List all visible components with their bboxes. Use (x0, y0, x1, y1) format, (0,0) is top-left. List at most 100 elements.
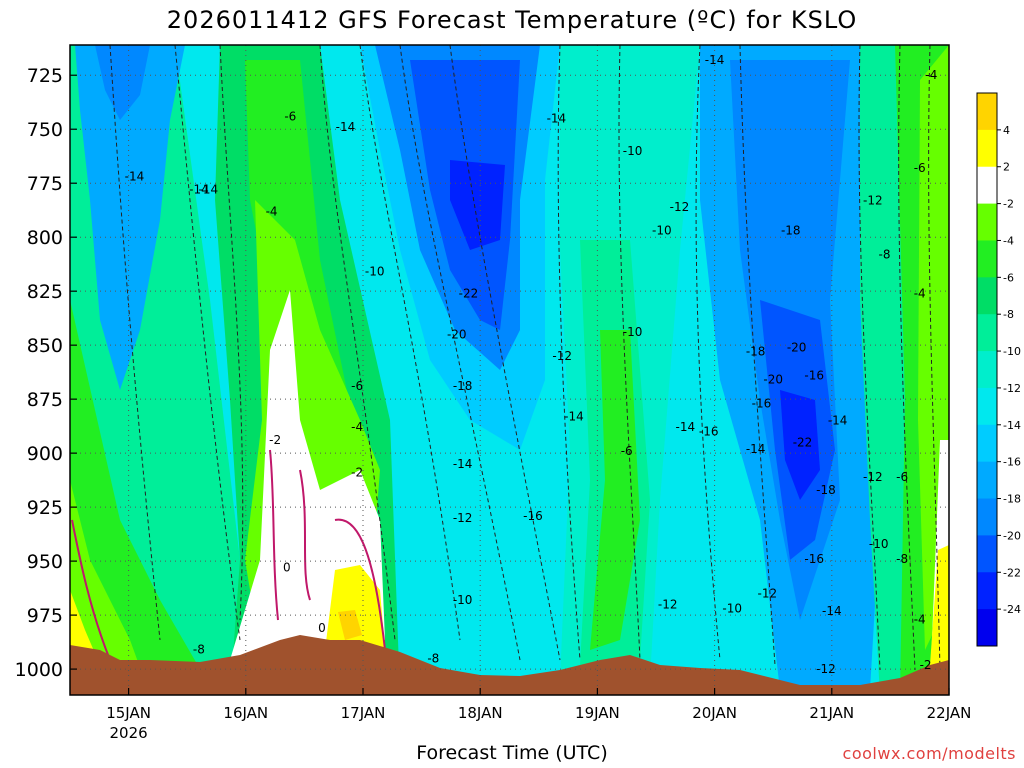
contour-label: -4 (266, 204, 278, 218)
band-blue-upper-left (75, 45, 185, 390)
band-deepblue-upper-left (95, 45, 150, 120)
y-tick-label: 925 (27, 497, 63, 519)
x-tick-label: 18JAN (458, 704, 503, 722)
colorbar-segment (977, 461, 997, 500)
contour-label: -10 (869, 537, 889, 551)
contour-label: -8 (896, 552, 908, 566)
band-white-16jan (230, 290, 385, 660)
contour-lines (109, 45, 941, 671)
contour-label: -10 (722, 602, 742, 616)
contour-label: -8 (879, 247, 891, 261)
contour-label: -2 (269, 433, 281, 447)
contour-label: -14 (198, 183, 218, 197)
contour-label: -14 (189, 183, 209, 197)
colorbar-tick-label: -22 (1003, 566, 1021, 579)
y-axis: 725 750 775 800 825 850 875 900 925 950 975 1000 (15, 65, 77, 681)
y-tick-label: 875 (27, 389, 63, 411)
y-tick-label: 900 (27, 443, 63, 465)
contour-label: -14 (547, 111, 567, 125)
contour-label: -6 (284, 109, 296, 123)
band-lightgreen-left (70, 480, 150, 695)
contour-label: -12 (816, 662, 836, 676)
contour-label: -10 (365, 265, 385, 279)
contour-label: -2 (351, 466, 363, 480)
contour-label: -12 (453, 511, 473, 525)
contour-label: -2 (920, 658, 932, 672)
contour-label: -12 (658, 597, 678, 611)
contour-label: -12 (758, 587, 778, 601)
contour-label: -8 (427, 651, 439, 665)
colorbar-segment (977, 314, 997, 352)
colorbar-segment (977, 351, 997, 389)
contour-label: -14 (675, 420, 695, 434)
contour-label: -16 (752, 396, 772, 410)
colorbar-tick-label: 4 (1003, 124, 1010, 137)
contour-label: -4 (914, 286, 926, 300)
colorbar-segment (977, 203, 997, 241)
terrain (70, 635, 949, 695)
band-yellow-right (930, 545, 949, 665)
contour-label: -8 (193, 643, 205, 657)
contour-label: -20 (763, 373, 783, 387)
colorbar: 4 2 -2 -4 -6 -8 -10 -12 -14 -16 -18 -20 -22 -24 (976, 92, 1021, 647)
contour-label: -16 (699, 425, 719, 439)
colorbar-tick-label: -6 (1003, 271, 1014, 284)
contour-label: -18 (781, 224, 801, 238)
credit-link[interactable]: coolwx.com/modelts (842, 744, 1016, 763)
contour-label: -20 (787, 340, 807, 354)
contour-label: -6 (351, 379, 363, 393)
colorbar-tick-label: -24 (1003, 603, 1021, 616)
colorbar-tick-label: -14 (1003, 419, 1021, 432)
colorbar-segment (977, 240, 997, 278)
contour-label: -14 (336, 120, 356, 134)
band-gold-17jan (338, 610, 362, 640)
contour-label: -14 (564, 409, 584, 423)
contour-label: -14 (822, 604, 842, 618)
y-tick-label: 825 (27, 281, 63, 303)
band-core-18jan (450, 160, 505, 250)
contour-label: -4 (914, 612, 926, 626)
colorbar-segment (977, 166, 997, 205)
x-tick-label: 19JAN (575, 704, 620, 722)
x-tick-label: 21JAN (809, 704, 854, 722)
contour-label: -6 (621, 444, 633, 458)
contour-label: -14 (828, 414, 848, 428)
x-axis: 15JAN 16JAN 17JAN 18JAN 19JAN 20JAN 21JAN 22JAN… (106, 688, 971, 742)
y-tick-label: 750 (27, 119, 63, 141)
colorbar-tick-label: -16 (1003, 456, 1021, 469)
x-year-label: 2026 (110, 724, 148, 742)
contour-label: 0 (318, 621, 326, 635)
x-tick-label: 20JAN (692, 704, 737, 722)
colorbar-segment (977, 498, 997, 536)
colorbar-tick-label: -8 (1003, 308, 1014, 321)
colorbar-tick-label: -2 (1003, 198, 1014, 211)
contour-label: -12 (863, 470, 883, 484)
contour-label: -22 (793, 435, 813, 449)
contour-label: -16 (523, 509, 543, 523)
chart-title: 2026011412 GFS Forecast Temperature (ºC)… (166, 6, 858, 34)
colorbar-tick-label: 2 (1003, 161, 1010, 174)
x-tick-label: 17JAN (341, 704, 386, 722)
contour-label: -16 (804, 552, 824, 566)
colorbar-tick-label: -20 (1003, 529, 1021, 542)
x-tick-label: 15JAN (106, 704, 151, 722)
contour-label: -4 (351, 420, 363, 434)
contour-label: -10 (453, 593, 473, 607)
colorbar-tick-label: -4 (1003, 234, 1014, 247)
band-yellow-17jan (325, 565, 385, 650)
temperature-field (70, 45, 949, 695)
colorbar-segment (977, 424, 997, 463)
contour-label: 0 (283, 561, 291, 575)
contour-label: -14 (746, 442, 766, 456)
contour-label: -20 (447, 327, 467, 341)
colorbar-tick-label: -12 (1003, 382, 1021, 395)
contour-label: -12 (552, 349, 572, 363)
contour-label: -10 (623, 325, 643, 339)
plot-frame (69, 44, 950, 696)
band-core-21jan (780, 390, 820, 500)
y-tick-label: 975 (27, 605, 63, 627)
contour-label: -16 (804, 368, 824, 382)
colorbar-tick-label: -18 (1003, 493, 1021, 506)
colorbar-segment (977, 129, 997, 168)
contour-label: -18 (453, 379, 473, 393)
